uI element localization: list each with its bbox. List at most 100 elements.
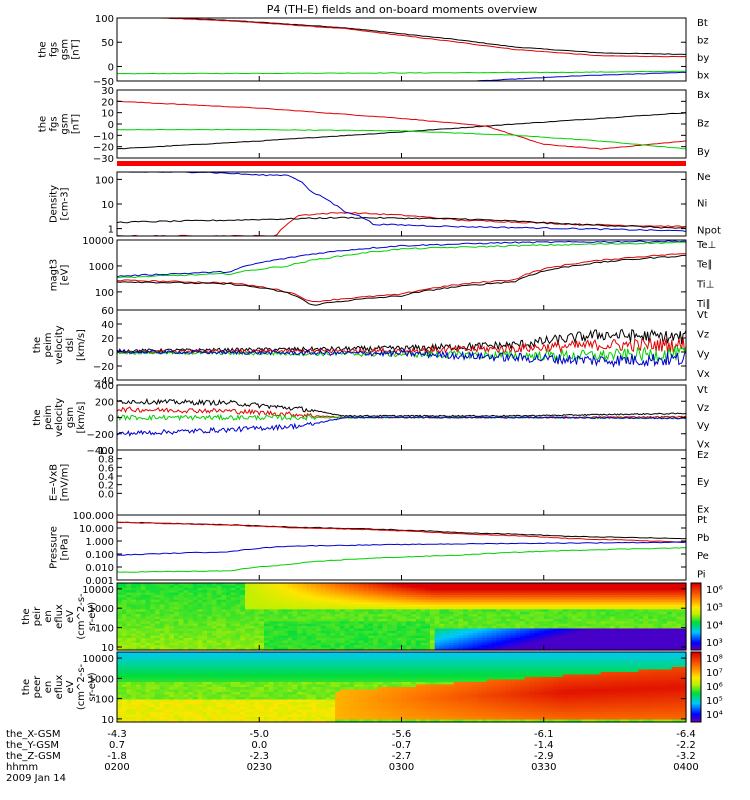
ephem-value: -5.0 bbox=[250, 729, 270, 740]
tick-label: 10.000 bbox=[79, 524, 114, 535]
tick-label: 10 bbox=[101, 109, 114, 120]
panel-peim_velocity: Vt Vz Vy Vx 60 40 20 0 −20 −40 the peim velocity dsl[… bbox=[32, 306, 710, 387]
series-pressure-Pb bbox=[116, 521, 687, 543]
ephem-label-x: the_X-GSM bbox=[6, 729, 60, 740]
tick-label: 100 bbox=[95, 14, 114, 25]
ylabel-line: [km/s] bbox=[76, 401, 87, 433]
tick-label: 10000 bbox=[82, 585, 114, 596]
ylabel-line: sr-eV) bbox=[87, 602, 98, 631]
series-fgs_gse_dsl-By bbox=[116, 128, 686, 150]
ylabel-line: velocity bbox=[54, 398, 65, 437]
ylabel-line: fgs bbox=[49, 42, 60, 57]
legend-Vy: Vy bbox=[697, 349, 710, 360]
tick-label: −400 bbox=[87, 446, 114, 457]
tick-label: 30 bbox=[101, 86, 114, 97]
colorbar-peer_eflux: 10⁸ 10⁷ 10⁶ 10⁵ 10⁴ bbox=[690, 651, 723, 723]
legend-Te∥: Te∥ bbox=[696, 260, 713, 271]
ephem-label-time: hhmm bbox=[6, 762, 38, 773]
panel-fgs_gsm: Bt bz by bx 100 50 0 −50 the fgs gsm [nT] bbox=[38, 14, 710, 88]
tick-label: 1000 bbox=[89, 674, 114, 685]
ephem-value: -3.2 bbox=[676, 751, 696, 762]
tick-label: 200 bbox=[95, 397, 114, 408]
tick-label: 40 bbox=[101, 320, 114, 331]
ephemeris-table: the_X-GSM the_Y-GSM the_Z-GSM hhmm 2009 … bbox=[6, 729, 699, 784]
colorbar-label: 10⁴ bbox=[706, 620, 723, 631]
colorbar-label: 10⁵ bbox=[706, 696, 723, 707]
tick-label: 0.4 bbox=[98, 472, 114, 483]
tick-label: 10000 bbox=[82, 236, 114, 247]
tick-label: 0.8 bbox=[98, 455, 114, 466]
series-density-Ni bbox=[116, 216, 687, 229]
ephem-value: -6.1 bbox=[534, 729, 554, 740]
tick-label: 0.6 bbox=[98, 463, 114, 474]
tick-label: 10 bbox=[101, 643, 114, 654]
colorbar-label: 10⁷ bbox=[706, 668, 723, 679]
legend-Ni: Ni bbox=[697, 199, 707, 210]
legend-Bz: Bz bbox=[697, 119, 709, 130]
ylabel-line: [mV/m] bbox=[60, 464, 71, 502]
series-fgs_gsm-by bbox=[117, 70, 687, 75]
ephem-value: -0.7 bbox=[392, 740, 412, 751]
series-peim_velocity-Vt bbox=[116, 328, 687, 353]
ylabel-line: [eV] bbox=[60, 265, 71, 286]
ephem-label-z: the_Z-GSM bbox=[6, 751, 61, 762]
series-temperature-Ti∥ bbox=[116, 241, 686, 279]
ephem-value: 0400 bbox=[673, 762, 698, 773]
tick-label: −50 bbox=[93, 77, 114, 88]
ylabel-line: fgs bbox=[49, 116, 60, 131]
tick-label: 1.0 bbox=[98, 446, 114, 457]
tick-label: 1000 bbox=[89, 262, 114, 273]
ylabel-line: [nT] bbox=[71, 114, 82, 134]
ephem-value: 0.7 bbox=[109, 740, 125, 751]
ephem-value: 0300 bbox=[389, 762, 414, 773]
legend-Vx: Vx bbox=[697, 439, 710, 450]
colorbar-label: 10³ bbox=[706, 638, 723, 649]
ylabel-line: gsm bbox=[60, 39, 71, 60]
tick-label: 60 bbox=[101, 306, 114, 317]
ephem-value: 0.0 bbox=[251, 740, 267, 751]
data-gap-bar bbox=[117, 161, 686, 166]
legend-Pi: Pi bbox=[697, 569, 706, 580]
legend-Bt: Bt bbox=[697, 18, 708, 29]
ylabel-line: [nPa] bbox=[60, 534, 71, 560]
tick-label: 100 bbox=[95, 288, 114, 299]
tick-label: 100 bbox=[95, 624, 114, 635]
ylabel-line: en bbox=[43, 681, 54, 694]
ylabel-line: en bbox=[43, 610, 54, 623]
series-density-Npot bbox=[117, 171, 687, 232]
legend-Ti∥: Ti∥ bbox=[696, 299, 711, 310]
legend-Ez: Ez bbox=[697, 450, 709, 461]
ephem-value: -6.4 bbox=[676, 729, 696, 740]
tick-label: 50 bbox=[101, 38, 114, 49]
tick-label: −20 bbox=[93, 362, 114, 373]
ephem-value: -4.3 bbox=[107, 729, 127, 740]
ephem-value: -5.6 bbox=[392, 729, 412, 740]
panel-peim_velocity_gsm: Vt Vz Vy Vx 400 200 0 −200 −400 the peim velocity gs… bbox=[32, 381, 710, 457]
tick-label: 0.0 bbox=[98, 489, 114, 500]
panel-efield: Ez Ey Ex 1.00.80.60.40.20.0 E=-VxB [mV/m] bbox=[49, 446, 709, 516]
legend-by: by bbox=[697, 53, 709, 64]
ylabel-line: eV bbox=[65, 680, 76, 693]
series-fgs_gsm-bz bbox=[117, 17, 687, 58]
ephem-value: 0330 bbox=[531, 762, 556, 773]
legend-Npot: Npot bbox=[697, 225, 721, 236]
colorbar-label: 10⁶ bbox=[706, 682, 723, 693]
ylabel-line: eV bbox=[65, 610, 76, 623]
legend-Te⊥: Te⊥ bbox=[696, 240, 716, 251]
tick-label: 0.001 bbox=[85, 576, 114, 587]
ephem-value: -2.9 bbox=[534, 751, 554, 762]
tick-label: 1000 bbox=[89, 604, 114, 615]
legend-Ne: Ne bbox=[697, 172, 711, 183]
tick-label: 100 bbox=[95, 175, 114, 186]
panel-peer_eflux: 10⁸ 10⁷ 10⁶ 10⁵ 10⁴ 10000 1000 100 10 the peer en ef… bbox=[21, 651, 723, 726]
colorbar-label: 10⁶ bbox=[706, 585, 723, 596]
ephem-value: 0200 bbox=[104, 762, 129, 773]
figure-title: P4 (TH-E) fields and on-board moments ov… bbox=[267, 3, 538, 16]
tick-label: −20 bbox=[93, 143, 114, 154]
tick-label: 20 bbox=[101, 334, 114, 345]
legend-By: By bbox=[697, 147, 710, 158]
legend-Vx: Vx bbox=[697, 369, 710, 380]
series-fgs_gse_dsl-Bz bbox=[116, 100, 687, 150]
